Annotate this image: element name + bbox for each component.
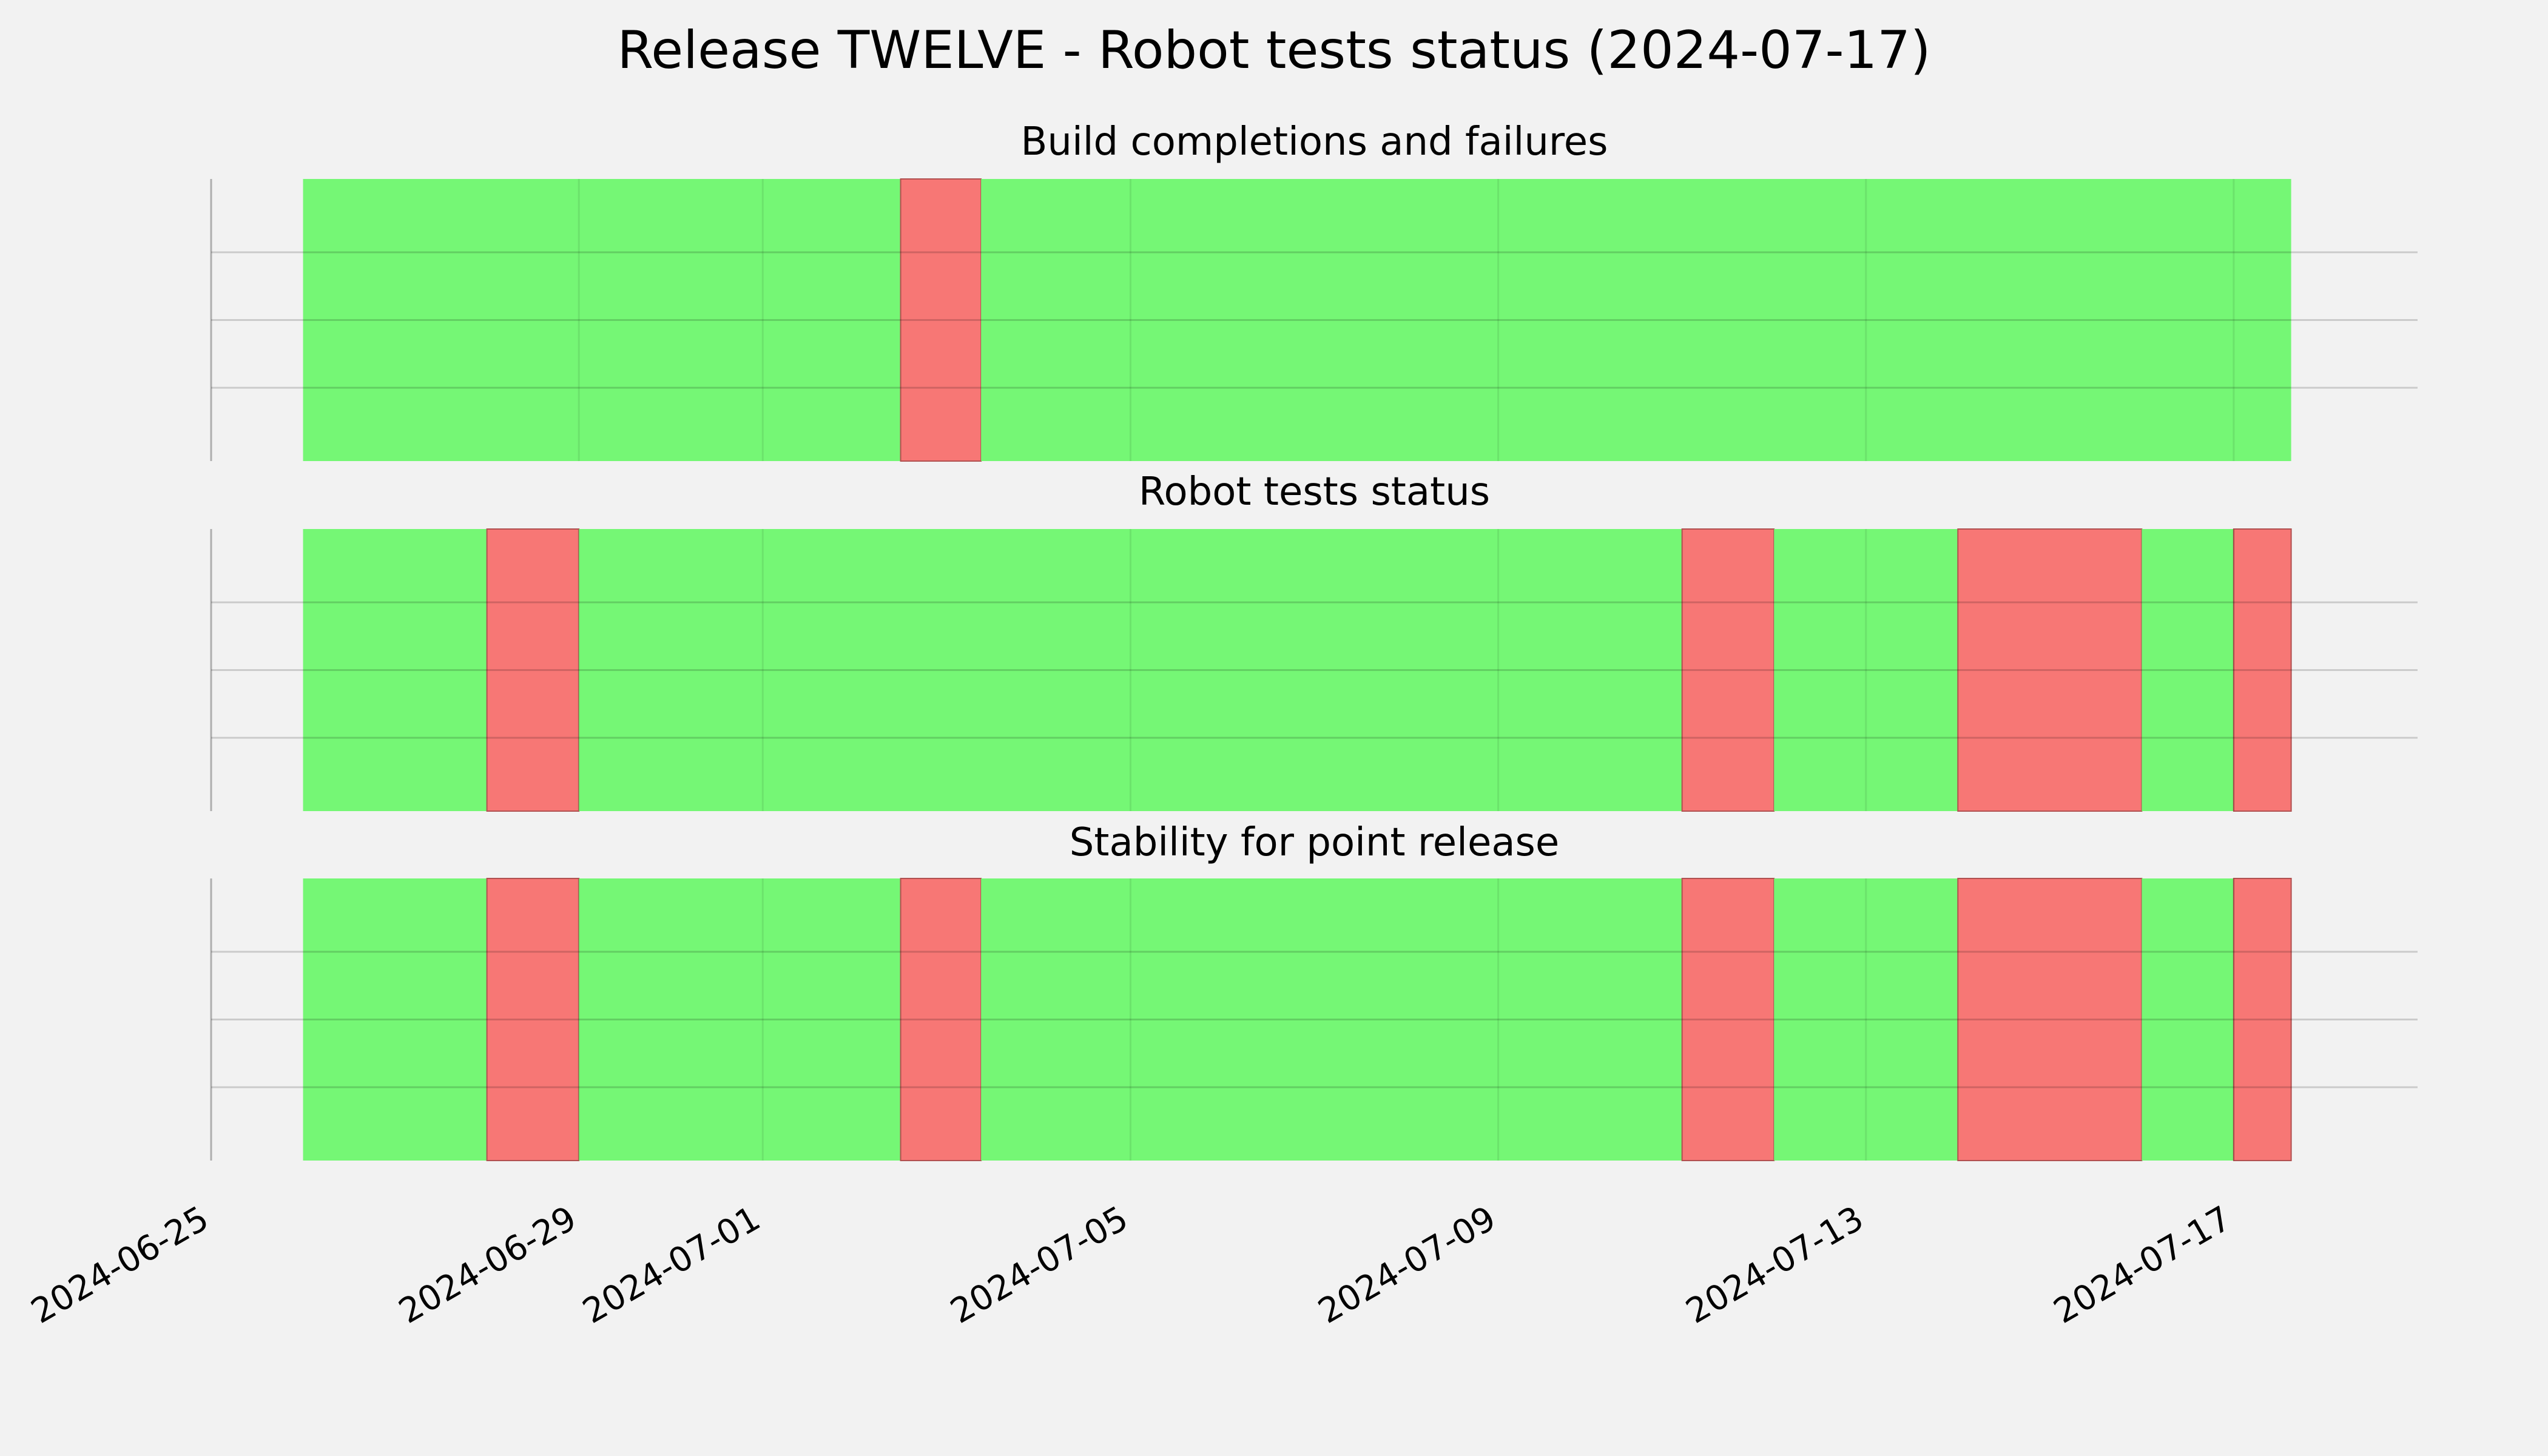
status-segment-pass <box>303 179 901 461</box>
panel-2: Robot tests status <box>210 470 2418 812</box>
x-tick-label: 2024-07-13 <box>1679 1199 1870 1332</box>
status-segment-fail <box>900 878 982 1161</box>
panel-1: Build completions and failures <box>210 120 2418 462</box>
panel-title: Stability for point release <box>1070 820 1560 865</box>
status-segment-fail <box>1681 528 1775 812</box>
panels: Build completions and failures Robot test… <box>210 120 2418 1161</box>
status-segment-pass <box>981 179 2291 461</box>
status-segment-pass <box>303 529 487 811</box>
status-segment-pass <box>2142 529 2234 811</box>
panel-3: Stability for point release <box>210 820 2418 1161</box>
status-segment-pass <box>303 878 487 1161</box>
chart-title: Release TWELVE - Robot tests status (202… <box>617 20 1930 81</box>
x-tick-label: 2024-07-05 <box>944 1199 1134 1332</box>
status-segment-fail <box>1681 878 1775 1161</box>
status-segment-fail <box>1957 528 2143 812</box>
x-tick-label: 2024-06-25 <box>25 1199 215 1332</box>
x-tick-label: 2024-07-17 <box>2048 1199 2238 1332</box>
status-segment-fail <box>1957 878 2143 1161</box>
status-segment-fail <box>486 528 580 812</box>
status-segment-pass <box>579 878 901 1161</box>
panel-title: Robot tests status <box>1139 470 1490 514</box>
status-segment-pass <box>2142 878 2234 1161</box>
status-segment-fail <box>2233 528 2292 812</box>
status-segment-fail <box>900 178 982 462</box>
x-tick-label: 2024-06-29 <box>393 1199 583 1332</box>
x-tick-label: 2024-07-01 <box>576 1199 767 1332</box>
x-tick-label: 2024-07-09 <box>1312 1199 1502 1332</box>
status-segment-fail <box>2233 878 2292 1161</box>
status-segment-pass <box>981 878 1682 1161</box>
panel-title: Build completions and failures <box>1021 120 1608 164</box>
status-segment-pass <box>1774 529 1958 811</box>
status-segment-pass <box>579 529 1682 811</box>
status-segment-pass <box>1774 878 1958 1161</box>
